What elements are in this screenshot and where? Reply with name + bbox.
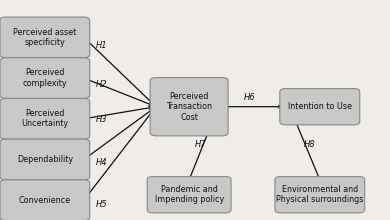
Text: Pandemic and
Impending policy: Pandemic and Impending policy: [154, 185, 224, 204]
FancyBboxPatch shape: [147, 176, 231, 213]
FancyBboxPatch shape: [0, 17, 90, 58]
Text: H4: H4: [96, 158, 107, 167]
Text: Intention to Use: Intention to Use: [288, 102, 352, 111]
Text: Perceived
Transaction
Cost: Perceived Transaction Cost: [166, 92, 212, 122]
FancyBboxPatch shape: [0, 180, 90, 220]
Text: Perceived
Uncertainty: Perceived Uncertainty: [21, 109, 68, 128]
FancyBboxPatch shape: [275, 176, 365, 213]
Text: H3: H3: [96, 116, 107, 124]
Text: Perceived asset
specificity: Perceived asset specificity: [13, 28, 76, 47]
FancyBboxPatch shape: [0, 99, 90, 139]
Text: Environmental and
Physical surroundings: Environmental and Physical surroundings: [276, 185, 363, 204]
Text: H2: H2: [96, 80, 107, 89]
FancyBboxPatch shape: [0, 139, 90, 180]
Text: H6: H6: [244, 94, 255, 102]
FancyBboxPatch shape: [280, 88, 360, 125]
Text: Perceived
complexity: Perceived complexity: [23, 68, 67, 88]
FancyBboxPatch shape: [0, 58, 90, 99]
Text: Dependability: Dependability: [17, 155, 73, 164]
Text: H7: H7: [195, 140, 207, 148]
Text: H1: H1: [96, 41, 107, 50]
FancyBboxPatch shape: [150, 77, 228, 136]
Text: Convenience: Convenience: [19, 196, 71, 205]
Text: H8: H8: [304, 140, 316, 148]
Text: H5: H5: [96, 200, 107, 209]
